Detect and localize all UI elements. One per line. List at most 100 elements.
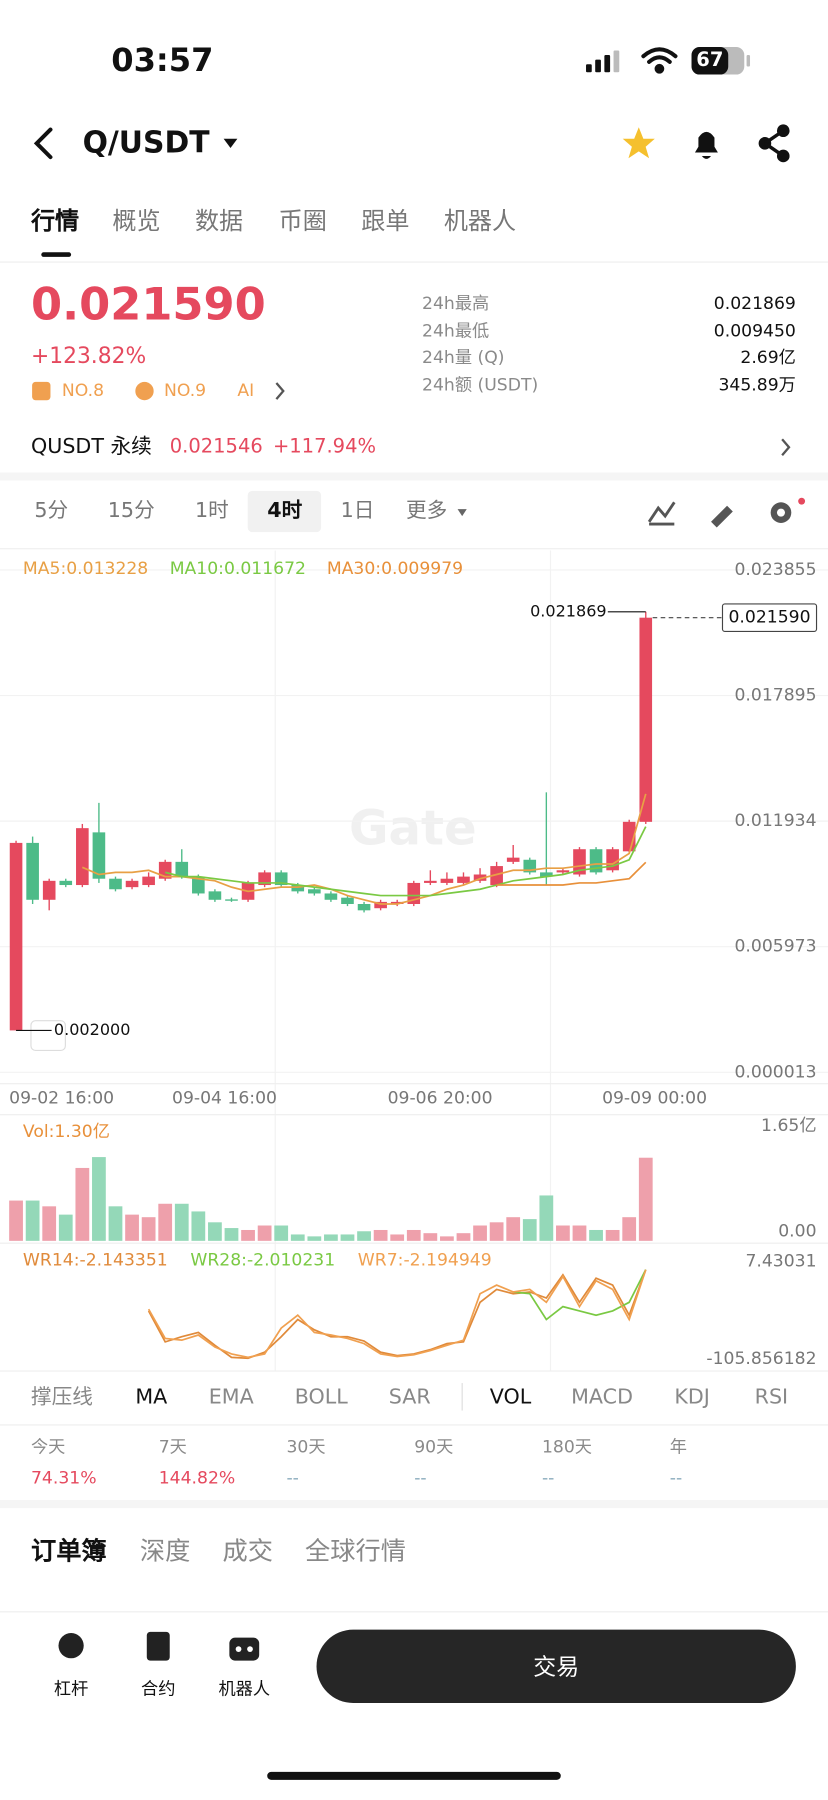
expand-button[interactable] [30, 1020, 66, 1052]
badge[interactable]: NO.9 [163, 380, 207, 401]
draw-icon[interactable] [711, 505, 733, 528]
ma-label: MA10:0.011672 [170, 559, 306, 579]
indicator-tab[interactable]: 撑压线 [30, 1385, 93, 1410]
divider [0, 1500, 828, 1509]
candle-body [9, 842, 23, 1031]
interval[interactable]: 4时 [267, 498, 303, 523]
tab[interactable]: 机器人 [443, 206, 517, 235]
back-button[interactable] [33, 127, 53, 160]
order-tab[interactable]: 订单簿 [30, 1537, 107, 1567]
home-indicator [267, 1771, 561, 1780]
volume-bar [92, 1157, 106, 1241]
y-tick-label: 0.000013 [735, 1062, 817, 1082]
candle-body [76, 828, 89, 886]
bottom-item[interactable]: 合约 [141, 1678, 176, 1699]
interval[interactable]: 1日 [340, 498, 375, 523]
interval[interactable]: 15分 [107, 498, 155, 523]
tab[interactable]: 币圈 [278, 206, 327, 235]
bottom-item[interactable]: 机器人 [218, 1678, 271, 1699]
chevron[interactable] [781, 438, 791, 457]
rank-icon [135, 381, 154, 401]
volume-bar [340, 1234, 355, 1241]
period-label: 今天 [30, 1436, 66, 1458]
share-icon[interactable] [758, 124, 790, 163]
tab[interactable]: 行情 [30, 206, 80, 235]
wr-tick-label: -105.856182 [706, 1349, 816, 1369]
volume-bar [324, 1234, 338, 1241]
signal-icon [586, 50, 620, 73]
wr-label: WR7:-2.194949 [358, 1250, 492, 1270]
trade-button-bg[interactable] [316, 1629, 796, 1704]
volume-bar [373, 1229, 388, 1241]
volume-bar [423, 1233, 438, 1241]
volume-bar [522, 1219, 537, 1241]
order-tab[interactable]: 成交 [222, 1537, 273, 1567]
candle-body [208, 891, 222, 900]
candle-body [573, 849, 586, 875]
tab[interactable]: 数据 [194, 206, 244, 235]
candle-body [589, 849, 603, 873]
contract-icon[interactable] [146, 1631, 170, 1661]
interval[interactable]: 5分 [34, 498, 69, 523]
low-marker-label: 0.002000 [54, 1020, 131, 1039]
stat-label: 24h最低 [422, 319, 490, 341]
indicator-tab[interactable]: MA [135, 1385, 168, 1410]
order-tab[interactable]: 深度 [139, 1537, 191, 1567]
ma-line [496, 861, 647, 886]
stat-label: 24h额 (USDT) [422, 373, 539, 395]
tab[interactable]: 跟单 [361, 206, 410, 235]
volume-bar [622, 1217, 637, 1241]
wr-label: WR14:-2.143351 [23, 1250, 168, 1270]
indicator-tab[interactable]: EMA [208, 1385, 254, 1410]
period-value: -- [669, 1467, 683, 1488]
stat-value: 0.009450 [713, 319, 796, 341]
candle-body [274, 872, 288, 886]
volume-bar [406, 1229, 421, 1241]
indicator-icon[interactable] [647, 501, 676, 526]
indicator-tab[interactable]: BOLL [294, 1385, 348, 1410]
perpetual-name[interactable]: QUSDT 永续 [30, 434, 152, 459]
favorite-star[interactable] [622, 127, 655, 159]
ma-line [164, 826, 647, 897]
stat-value: 0.021869 [713, 293, 796, 314]
battery-tip [746, 55, 751, 67]
candle-body [440, 878, 454, 883]
tab[interactable]: 概览 [112, 206, 161, 235]
leverage-icon[interactable] [58, 1633, 84, 1659]
robot-icon[interactable] [229, 1637, 260, 1661]
ma-label: MA5:0.013228 [23, 559, 148, 579]
order-tab[interactable]: 全球行情 [305, 1537, 406, 1567]
period-label: 90天 [414, 1436, 454, 1458]
battery-level [691, 47, 729, 75]
volume-bar [456, 1233, 471, 1241]
badge[interactable]: NO.8 [61, 380, 105, 401]
volume-bar [108, 1206, 123, 1241]
trade-button[interactable]: 交易 [533, 1652, 580, 1681]
indicator-tab[interactable]: MACD [571, 1385, 634, 1410]
wr-line [147, 1269, 647, 1359]
y-tick-label: 0.011934 [735, 811, 817, 831]
chevron[interactable] [275, 382, 285, 400]
divider [0, 472, 828, 481]
candle-body [390, 901, 404, 904]
alert-bell[interactable] [694, 131, 718, 159]
indicator-tab[interactable]: SAR [388, 1385, 431, 1410]
badge[interactable]: AI [237, 380, 255, 401]
indicator-tab[interactable]: RSI [754, 1385, 789, 1410]
bottom-item[interactable]: 杠杆 [53, 1678, 89, 1699]
pair-dropdown[interactable] [223, 138, 238, 148]
interval[interactable]: 更多 [405, 498, 448, 523]
pair-title[interactable]: Q/USDT [82, 126, 210, 161]
wr-tick-label: 7.43031 [745, 1251, 816, 1271]
candle-body [540, 872, 553, 877]
volume-bar [9, 1200, 23, 1241]
candle-body [59, 880, 73, 886]
rank-icon [32, 381, 51, 401]
indicator-tab[interactable]: KDJ [674, 1385, 710, 1410]
indicator-tab[interactable]: VOL [489, 1385, 532, 1410]
interval[interactable]: 1时 [194, 498, 229, 523]
more-caret [457, 509, 467, 517]
period-label: 年 [669, 1436, 687, 1458]
